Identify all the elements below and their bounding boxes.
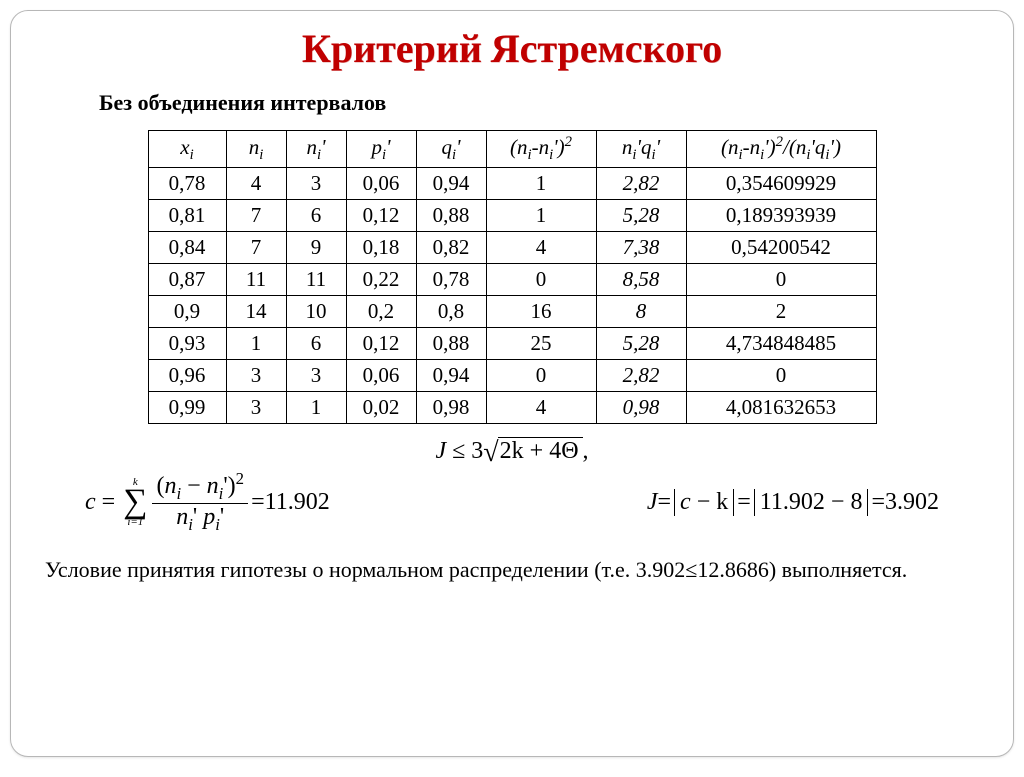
table-row: 0,81760,120,8815,280,189393939: [148, 200, 876, 232]
cell-p: 0,12: [346, 328, 416, 360]
cell-x: 0,99: [148, 392, 226, 424]
cell-np: 1: [286, 392, 346, 424]
cell-d: 16: [486, 296, 596, 328]
cell-np: 3: [286, 360, 346, 392]
cell-p: 0,06: [346, 168, 416, 200]
cell-nq: 8: [596, 296, 686, 328]
formula-J-condition: J ≤ 3√2k + 4Θ,: [45, 434, 979, 466]
cell-p: 0,22: [346, 264, 416, 296]
formula-c-den: ni' pi': [176, 504, 224, 530]
cell-r: 0,189393939: [686, 200, 876, 232]
cell-q: 0,88: [416, 200, 486, 232]
cell-d: 25: [486, 328, 596, 360]
cell-x: 0,78: [148, 168, 226, 200]
formula-c-num: (ni − ni')2: [156, 473, 244, 499]
cell-n: 3: [226, 360, 286, 392]
cell-n: 7: [226, 200, 286, 232]
cell-np: 9: [286, 232, 346, 264]
col-header-r: (ni-ni')2/(ni'qi'): [686, 131, 876, 168]
cell-q: 0,98: [416, 392, 486, 424]
col-header-q: qi': [416, 131, 486, 168]
cell-x: 0,84: [148, 232, 226, 264]
cell-r: 0,354609929: [686, 168, 876, 200]
formula-J: J = c − k= 11.902 − 8= 3.902: [647, 489, 939, 516]
cell-x: 0,96: [148, 360, 226, 392]
cell-q: 0,82: [416, 232, 486, 264]
cell-nq: 2,82: [596, 168, 686, 200]
table-row: 0,914100,20,81682: [148, 296, 876, 328]
formula-J-result: 3.902: [885, 489, 939, 516]
cell-p: 0,2: [346, 296, 416, 328]
table-row: 0,84790,180,8247,380,54200542: [148, 232, 876, 264]
cell-q: 0,88: [416, 328, 486, 360]
col-header-np: ni': [286, 131, 346, 168]
cell-r: 2: [686, 296, 876, 328]
col-header-x: xi: [148, 131, 226, 168]
cell-d: 0: [486, 264, 596, 296]
cell-n: 3: [226, 392, 286, 424]
col-header-n: ni: [226, 131, 286, 168]
cell-q: 0,94: [416, 168, 486, 200]
cell-d: 4: [486, 232, 596, 264]
under-sqrt: 2k + 4Θ: [500, 438, 579, 464]
cell-nq: 0,98: [596, 392, 686, 424]
page-title: Критерий Ястремского: [45, 25, 979, 72]
cell-np: 6: [286, 328, 346, 360]
cell-nq: 5,28: [596, 328, 686, 360]
slide-frame: Критерий Ястремского Без объединения инт…: [10, 10, 1014, 757]
cell-r: 4,081632653: [686, 392, 876, 424]
cell-np: 6: [286, 200, 346, 232]
cell-q: 0,94: [416, 360, 486, 392]
cell-p: 0,18: [346, 232, 416, 264]
cell-d: 1: [486, 168, 596, 200]
table-row: 0,99310,020,9840,984,081632653: [148, 392, 876, 424]
cell-n: 1: [226, 328, 286, 360]
table-row: 0,96330,060,9402,820: [148, 360, 876, 392]
subtitle: Без объединения интервалов: [99, 90, 979, 116]
conclusion-text: Условие принятия гипотезы о нормальном р…: [45, 553, 979, 586]
cell-n: 7: [226, 232, 286, 264]
formula-c-result: 11.902: [265, 489, 330, 516]
cell-q: 0,8: [416, 296, 486, 328]
cell-d: 4: [486, 392, 596, 424]
cell-d: 1: [486, 200, 596, 232]
cell-x: 0,9: [148, 296, 226, 328]
data-table: xi ni ni' pi' qi' (ni-ni')2 ni'qi' (ni-n…: [148, 130, 877, 424]
col-header-d: (ni-ni')2: [486, 131, 596, 168]
cell-nq: 2,82: [596, 360, 686, 392]
table-row: 0,8711110,220,7808,580: [148, 264, 876, 296]
cell-d: 0: [486, 360, 596, 392]
cell-nq: 8,58: [596, 264, 686, 296]
table-row: 0,78430,060,9412,820,354609929: [148, 168, 876, 200]
cell-r: 4,734848485: [686, 328, 876, 360]
cell-x: 0,93: [148, 328, 226, 360]
cell-n: 14: [226, 296, 286, 328]
cell-x: 0,81: [148, 200, 226, 232]
cell-np: 11: [286, 264, 346, 296]
cell-np: 3: [286, 168, 346, 200]
cell-x: 0,87: [148, 264, 226, 296]
cell-r: 0: [686, 264, 876, 296]
cell-p: 0,02: [346, 392, 416, 424]
cell-np: 10: [286, 296, 346, 328]
cell-p: 0,12: [346, 200, 416, 232]
cell-nq: 7,38: [596, 232, 686, 264]
col-header-p: pi': [346, 131, 416, 168]
cell-p: 0,06: [346, 360, 416, 392]
formula-c: c = k ∑ i=1 (ni − ni')2 ni' pi' = 11.902: [85, 470, 330, 535]
cell-n: 4: [226, 168, 286, 200]
cell-r: 0: [686, 360, 876, 392]
cell-r: 0,54200542: [686, 232, 876, 264]
cell-n: 11: [226, 264, 286, 296]
cell-q: 0,78: [416, 264, 486, 296]
table-header-row: xi ni ni' pi' qi' (ni-ni')2 ni'qi' (ni-n…: [148, 131, 876, 168]
cell-nq: 5,28: [596, 200, 686, 232]
col-header-nq: ni'qi': [596, 131, 686, 168]
table-row: 0,93160,120,88255,284,734848485: [148, 328, 876, 360]
